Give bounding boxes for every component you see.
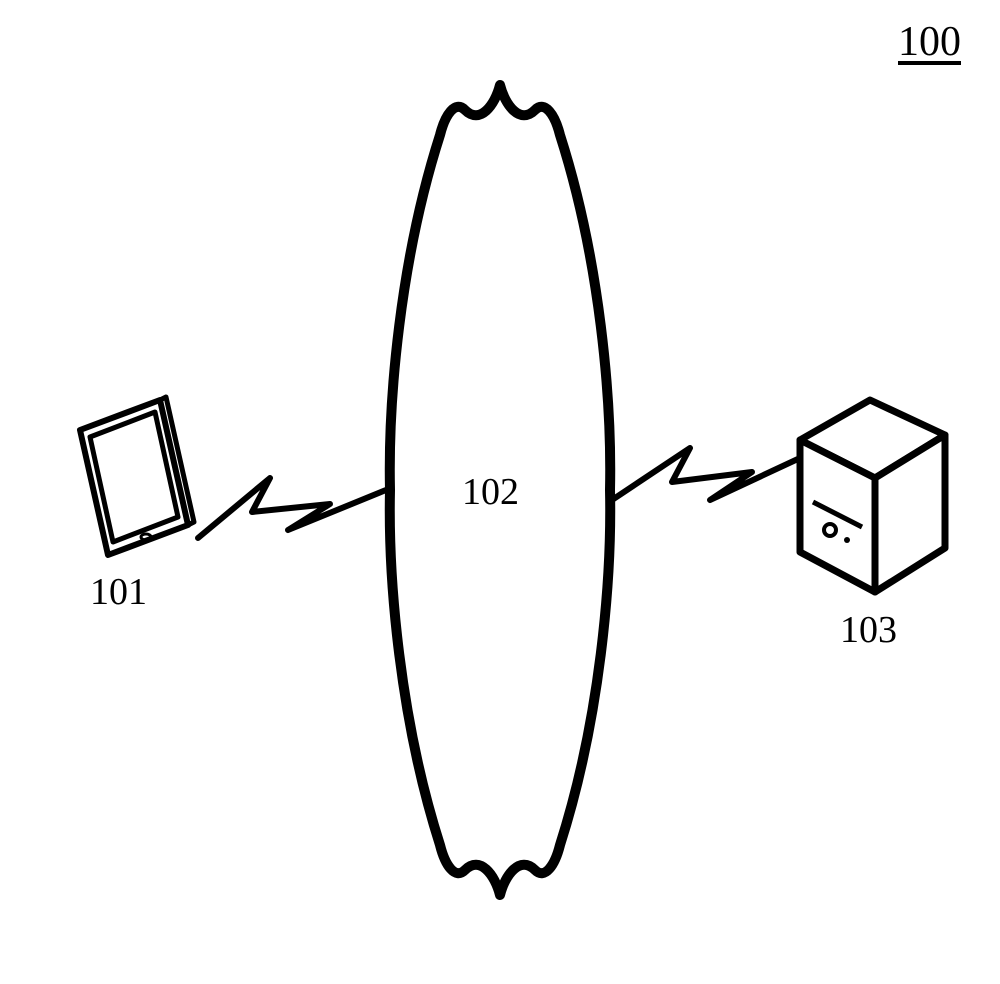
server-ref-label: 103 xyxy=(840,608,897,652)
wireless-link-left xyxy=(198,478,386,538)
tablet-ref-label: 101 xyxy=(90,570,147,614)
wireless-link-right xyxy=(612,448,800,500)
network-cloud-ref-label: 102 xyxy=(462,470,519,514)
tablet-icon xyxy=(80,397,194,555)
server-icon xyxy=(800,400,945,592)
